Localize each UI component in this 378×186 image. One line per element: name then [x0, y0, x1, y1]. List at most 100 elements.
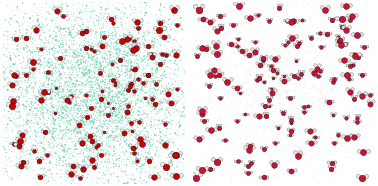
Point: [286, 64, 292, 67]
Point: [109, 37, 115, 40]
Point: [190, 99, 196, 102]
Point: [68, 65, 74, 68]
Point: [124, 131, 130, 134]
Point: [47, 37, 53, 40]
Point: [74, 80, 80, 83]
Point: [159, 108, 165, 110]
Point: [122, 51, 128, 54]
Point: [274, 117, 280, 120]
Point: [76, 137, 82, 140]
Point: [56, 143, 62, 146]
Point: [71, 39, 77, 42]
Point: [120, 158, 126, 161]
Point: [153, 33, 160, 36]
Point: [124, 133, 130, 136]
Point: [224, 125, 230, 128]
Point: [110, 156, 116, 159]
Point: [131, 39, 137, 42]
Point: [284, 97, 290, 100]
Point: [266, 87, 272, 90]
Point: [56, 14, 62, 17]
Point: [70, 154, 76, 157]
Point: [105, 106, 111, 109]
Point: [103, 97, 109, 100]
Point: [47, 74, 53, 77]
Point: [61, 57, 67, 60]
Point: [343, 52, 349, 55]
Point: [101, 42, 107, 45]
Point: [6, 98, 12, 101]
Point: [35, 173, 41, 176]
Point: [69, 39, 75, 42]
Point: [165, 86, 171, 89]
Point: [32, 102, 38, 105]
Point: [251, 50, 257, 53]
Point: [73, 51, 79, 54]
Point: [113, 42, 119, 45]
Point: [56, 102, 62, 105]
Point: [102, 106, 108, 109]
Point: [72, 146, 78, 149]
Point: [305, 4, 311, 7]
Point: [111, 120, 117, 123]
Point: [116, 110, 122, 113]
Point: [43, 130, 50, 133]
Point: [270, 108, 276, 111]
Point: [78, 134, 84, 137]
Point: [212, 103, 218, 106]
Point: [116, 126, 122, 129]
Point: [31, 121, 37, 124]
Point: [93, 95, 99, 98]
Point: [147, 93, 153, 96]
Point: [85, 26, 91, 29]
Point: [310, 45, 316, 48]
Point: [295, 107, 301, 110]
Point: [252, 75, 258, 78]
Point: [88, 158, 94, 161]
Point: [308, 157, 314, 160]
Point: [73, 52, 79, 55]
Point: [15, 167, 21, 170]
Point: [157, 63, 163, 66]
Point: [94, 140, 100, 143]
Point: [217, 70, 223, 73]
Point: [172, 154, 178, 157]
Point: [49, 96, 55, 99]
Point: [38, 25, 44, 28]
Point: [351, 39, 357, 42]
Point: [65, 79, 71, 82]
Point: [366, 26, 372, 29]
Point: [122, 132, 128, 135]
Point: [282, 62, 288, 65]
Point: [42, 174, 48, 177]
Point: [54, 40, 60, 43]
Point: [93, 77, 99, 80]
Point: [71, 85, 77, 88]
Point: [36, 141, 42, 144]
Point: [51, 145, 57, 148]
Point: [89, 97, 95, 100]
Point: [144, 39, 150, 42]
Point: [248, 100, 254, 103]
Point: [4, 76, 10, 79]
Point: [50, 75, 56, 78]
Point: [202, 124, 208, 126]
Point: [91, 120, 97, 123]
Point: [19, 76, 25, 79]
Point: [133, 67, 139, 70]
Point: [53, 94, 59, 97]
Point: [316, 38, 322, 41]
Point: [34, 122, 40, 125]
Point: [119, 102, 125, 105]
Point: [277, 76, 284, 78]
Point: [115, 55, 121, 58]
Point: [130, 91, 136, 94]
Point: [36, 62, 42, 65]
Point: [245, 165, 251, 168]
Point: [96, 43, 102, 46]
Point: [80, 129, 86, 132]
Point: [113, 58, 119, 61]
Point: [299, 109, 305, 112]
Point: [85, 90, 91, 93]
Point: [50, 44, 56, 46]
